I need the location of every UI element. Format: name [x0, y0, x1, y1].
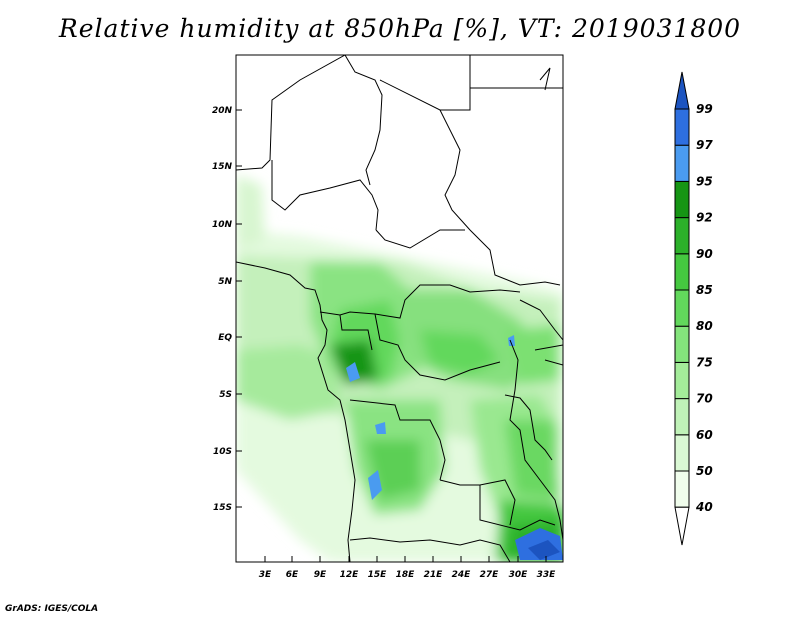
lat-tick-label: 10S [213, 447, 232, 457]
lat-tick-label: 15N [212, 162, 233, 172]
lon-tick-label: 24E [452, 570, 472, 580]
colorbar-label: 85 [696, 283, 713, 297]
colorbar-label: 75 [696, 355, 713, 369]
colorbar-label: 40 [695, 500, 713, 514]
colorbar-box [674, 361, 690, 400]
colorbar-box [674, 144, 690, 182]
lon-tick-label: 9E [314, 570, 327, 580]
lat-tick-label: 5N [218, 277, 232, 287]
map-title: Relative humidity at 850hPa [%], VT: 201… [58, 14, 742, 43]
colorbar-label: 60 [696, 428, 713, 442]
map-panel [235, 54, 564, 563]
lon-tick-label: 33E [537, 570, 557, 580]
colorbar-box [674, 398, 690, 436]
colorbar-box [674, 470, 690, 508]
colorbar: 40 50 60 70 75 80 85 90 92 95 97 99 [674, 71, 713, 546]
lon-tick-label: 27E [480, 570, 500, 580]
axis-ticks: 20N 15N 10N 5N EQ 5S 10S 15S 3E 6E 9E 12E 15E 18E 21E 2… [212, 106, 556, 580]
colorbar-label: 50 [696, 464, 713, 478]
lon-tick-label: 18E [396, 570, 416, 580]
lat-tick-label: 10N [212, 220, 233, 230]
colorbar-box [674, 434, 690, 472]
grads-credit: GrADS: IGES/COLA [5, 604, 99, 614]
lat-tick-label: 20N [212, 106, 233, 116]
colorbar-label: 95 [696, 174, 713, 188]
colorbar-label: 99 [696, 102, 713, 116]
lon-tick-label: 6E [286, 570, 299, 580]
colorbar-box [674, 217, 690, 255]
lat-tick-label: 5S [219, 390, 232, 400]
lon-tick-label: 3E [259, 570, 272, 580]
colorbar-label: 70 [696, 392, 713, 406]
lon-tick-label: 21E [424, 570, 444, 580]
lon-tick-label: 12E [340, 570, 360, 580]
colorbar-label: 92 [696, 211, 713, 225]
colorbar-box [674, 289, 690, 327]
colorbar-bottom-arrow [674, 506, 690, 546]
colorbar-top-arrow [674, 71, 690, 110]
colorbar-label: 80 [696, 319, 713, 333]
colorbar-label: 90 [696, 247, 713, 261]
lat-tick-label: EQ [218, 333, 232, 343]
lon-tick-label: 30E [509, 570, 529, 580]
country-borders [236, 55, 563, 562]
humidity-field [236, 175, 563, 562]
colorbar-box [674, 325, 690, 363]
colorbar-box [674, 180, 690, 219]
lon-tick-label: 15E [368, 570, 388, 580]
colorbar-label: 97 [696, 138, 713, 152]
lat-tick-label: 15S [213, 503, 232, 513]
colorbar-box [674, 253, 690, 291]
colorbar-box [674, 108, 690, 146]
